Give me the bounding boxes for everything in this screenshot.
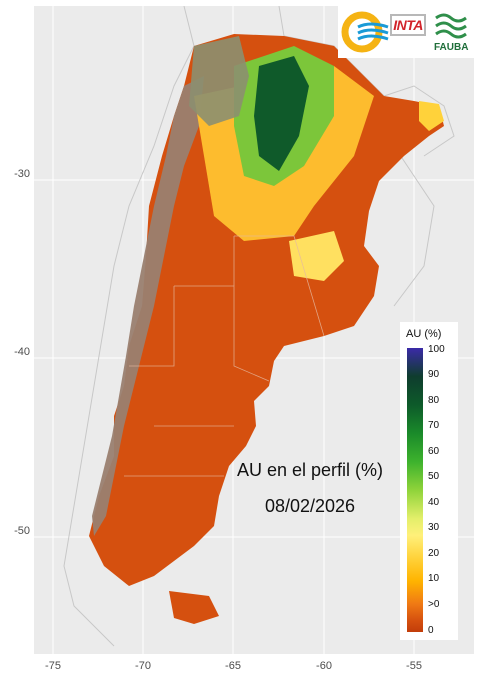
- legend-label: 10: [428, 573, 440, 584]
- very-wet-zone: [254, 56, 309, 171]
- x-tick-label: -55: [406, 660, 422, 672]
- map-title: AU en el perfil (%): [236, 460, 384, 480]
- color-legend: AU (%) 100 90 80 70 60 50 40 30 20 10 >0…: [400, 322, 458, 640]
- soil-moisture-map: [34, 6, 474, 654]
- x-tick-label: -65: [225, 660, 241, 672]
- legend-label: 20: [428, 548, 440, 559]
- fauba-logo: FAUBA: [434, 42, 469, 53]
- legend-label: 80: [428, 395, 440, 406]
- legend-label: 60: [428, 446, 440, 457]
- legend-label: 40: [428, 497, 440, 508]
- y-tick-label: -40: [14, 346, 30, 358]
- inta-logo: INTA: [390, 14, 426, 36]
- province-borders: [124, 235, 325, 477]
- map-annotation: AU en el perfil (%) 08/02/2026: [200, 452, 420, 524]
- legend-title: AU (%): [406, 328, 442, 340]
- legend-label: 0: [428, 625, 434, 636]
- x-tick-label: -75: [45, 660, 61, 672]
- legend-label: >0: [428, 599, 440, 610]
- legend-label: 50: [428, 471, 440, 482]
- central-moist-patch: [289, 231, 344, 281]
- legend-label: 70: [428, 420, 440, 431]
- dry-andes-band: [92, 76, 204, 536]
- legend-label: 100: [428, 344, 445, 355]
- legend-label: 90: [428, 369, 440, 380]
- logos-panel: INTA FAUBA: [338, 6, 474, 58]
- x-tick-label: -70: [135, 660, 151, 672]
- y-tick-label: -30: [14, 168, 30, 180]
- institution-logo-icon: [341, 11, 389, 53]
- tierra-del-fuego: [169, 591, 219, 624]
- map-date: 08/02/2026: [264, 496, 356, 516]
- northwest-gray-zone: [189, 36, 249, 126]
- y-tick-label: -50: [14, 525, 30, 537]
- fauba-logo-icon: [435, 13, 467, 39]
- northeast-patch: [419, 101, 444, 131]
- legend-colorbar: [407, 348, 423, 632]
- x-tick-label: -60: [316, 660, 332, 672]
- legend-label: 30: [428, 522, 440, 533]
